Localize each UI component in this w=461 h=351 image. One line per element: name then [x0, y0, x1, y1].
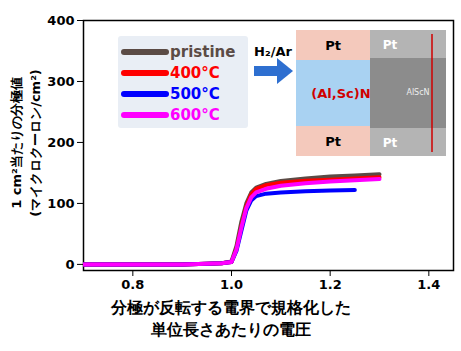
svg-text:1.4: 1.4 — [417, 277, 440, 292]
svg-text:400: 400 — [47, 13, 74, 28]
svg-text:Pt: Pt — [325, 38, 341, 53]
svg-text:100: 100 — [47, 196, 74, 211]
svg-text:H₂/Ar: H₂/Ar — [254, 44, 292, 59]
svg-text:AlScN: AlScN — [406, 88, 429, 97]
html-text:(マイクロクーロン/cm²): (マイクロクーロン/cm²) — [28, 69, 43, 217]
html-text:単位長さあたりの電圧: 単位長さあたりの電圧 — [150, 320, 311, 339]
svg-text:(Al,Sc)N: (Al,Sc)N — [311, 86, 370, 101]
svg-text:0.8: 0.8 — [121, 277, 144, 292]
svg-text:400°C: 400°C — [170, 64, 220, 82]
html-text:1 cm²当たりの分極値: 1 cm²当たりの分極値 — [9, 77, 24, 209]
svg-text:Pt: Pt — [325, 134, 341, 149]
svg-text:1.0: 1.0 — [220, 277, 243, 292]
svg-text:500°C: 500°C — [170, 85, 220, 103]
svg-text:600°C: 600°C — [170, 106, 220, 124]
svg-text:200: 200 — [47, 135, 74, 150]
svg-text:1.2: 1.2 — [319, 277, 342, 292]
svg-text:Pt: Pt — [383, 38, 398, 52]
svg-text:pristine: pristine — [170, 43, 235, 61]
svg-text:0: 0 — [65, 257, 74, 272]
svg-text:300: 300 — [47, 74, 74, 89]
svg-text:Pt: Pt — [383, 136, 398, 150]
html-text:分極が反転する電界で規格化した: 分極が反転する電界で規格化した — [110, 298, 351, 317]
